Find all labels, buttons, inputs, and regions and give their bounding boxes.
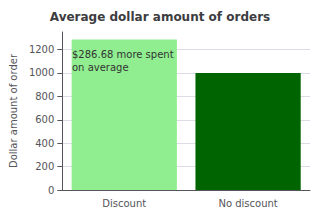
svg-text:Discount: Discount: [102, 198, 146, 209]
svg-text:200: 200: [35, 161, 54, 172]
svg-text:1000: 1000: [29, 67, 54, 78]
svg-text:400: 400: [35, 138, 54, 149]
svg-text:No discount: No discount: [218, 198, 277, 209]
svg-text:on average: on average: [72, 62, 129, 73]
svg-text:800: 800: [35, 91, 54, 102]
svg-text:Average dollar amount of order: Average dollar amount of orders: [50, 10, 270, 24]
svg-text:1200: 1200: [29, 44, 54, 55]
svg-text:$286.68 more spent: $286.68 more spent: [72, 49, 174, 60]
svg-text:600: 600: [35, 114, 54, 125]
svg-text:0: 0: [48, 185, 54, 196]
svg-text:Dollar amount of order: Dollar amount of order: [8, 53, 19, 168]
